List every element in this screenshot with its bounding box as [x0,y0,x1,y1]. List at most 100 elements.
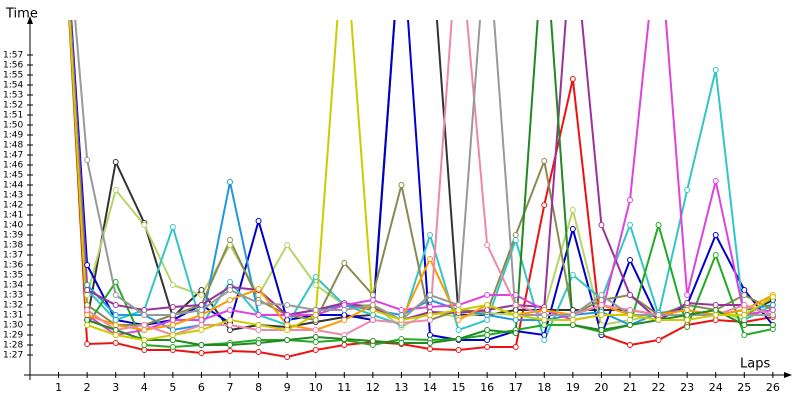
data-point [284,327,291,333]
data-point [541,332,548,338]
x-tick-label: 3 [112,381,119,394]
data-point [312,312,319,318]
series-line [68,20,774,349]
data-point [227,237,233,243]
data-point [598,312,605,318]
y-tick-label: 1:32 [3,301,23,311]
y-tick-label: 1:35 [3,271,23,281]
y-tick-label: 1:31 [3,311,23,321]
data-point [684,187,691,193]
data-point [255,322,262,328]
data-point [169,344,176,350]
y-axis-arrow [27,16,33,24]
y-tick-label: 1:33 [3,291,23,301]
series-line [69,20,774,326]
data-point [541,202,548,208]
x-tick-label: 23 [680,381,694,394]
data-point [455,317,462,323]
data-point [627,312,633,318]
data-point [169,312,176,318]
y-tick-label: 1:38 [3,241,23,251]
data-point [484,337,491,343]
data-point [255,327,262,333]
data-point [169,282,176,288]
y-tick-label: 1:41 [3,211,23,221]
data-point [141,222,148,228]
data-point [512,307,519,313]
data-point [112,279,119,285]
data-point [227,307,233,313]
data-point [741,302,748,308]
data-point [512,344,519,350]
y-tick-label: 1:29 [3,331,23,341]
data-point [284,302,291,308]
data-point [84,292,91,298]
data-point [341,307,348,313]
data-point [455,336,462,342]
data-point [741,312,748,318]
data-point [84,312,91,318]
data-point [141,342,148,348]
x-tick-label: 5 [169,381,176,394]
data-point [769,294,776,300]
data-point [112,159,119,165]
data-point [398,340,405,346]
data-point [84,322,91,328]
data-point [84,262,91,268]
data-point [312,307,319,313]
x-tick-label: 19 [566,381,580,394]
data-point [484,242,491,248]
data-point [284,354,291,360]
x-tick-label: 10 [309,381,323,394]
data-point [369,292,376,298]
data-point [627,307,633,313]
data-point [141,307,148,313]
data-point [84,157,91,163]
data-point [484,292,491,298]
data-point [284,322,291,328]
x-tick-label: 4 [141,381,148,394]
x-tick-label: 13 [394,381,408,394]
data-point [227,317,233,323]
data-point [341,312,348,318]
data-point [312,327,319,333]
data-point [284,317,291,323]
data-point [484,317,491,323]
data-point [284,312,291,318]
data-point [712,302,719,308]
data-point [512,312,519,318]
data-point [369,312,376,318]
x-tick-label: 26 [766,381,780,394]
data-point [569,207,576,213]
data-point [484,332,491,338]
data-point [769,312,776,318]
data-point [684,300,691,306]
data-point [627,292,633,298]
data-point [255,312,262,318]
data-point [312,334,319,340]
x-tick-label: 7 [227,381,234,394]
x-tick-label: 18 [537,381,551,394]
data-point [484,344,491,350]
data-point [712,312,719,318]
data-point [112,187,119,193]
data-point [255,349,262,355]
data-point [512,232,519,238]
data-point [569,322,576,328]
y-tick-label: 1:39 [3,231,23,241]
y-tick-label: 1:54 [3,81,23,91]
data-point [741,292,748,298]
data-point [84,287,91,293]
y-tick-label: 1:51 [3,111,23,121]
y-tick-label: 1:30 [3,321,23,331]
data-point [198,342,205,348]
data-point [84,341,91,347]
y-tick-label: 1:46 [3,161,23,171]
data-point [198,292,205,298]
data-point [541,158,548,164]
data-point [484,307,491,313]
data-point [198,307,205,313]
data-point [427,346,433,352]
y-tick-label: 1:34 [3,281,23,291]
